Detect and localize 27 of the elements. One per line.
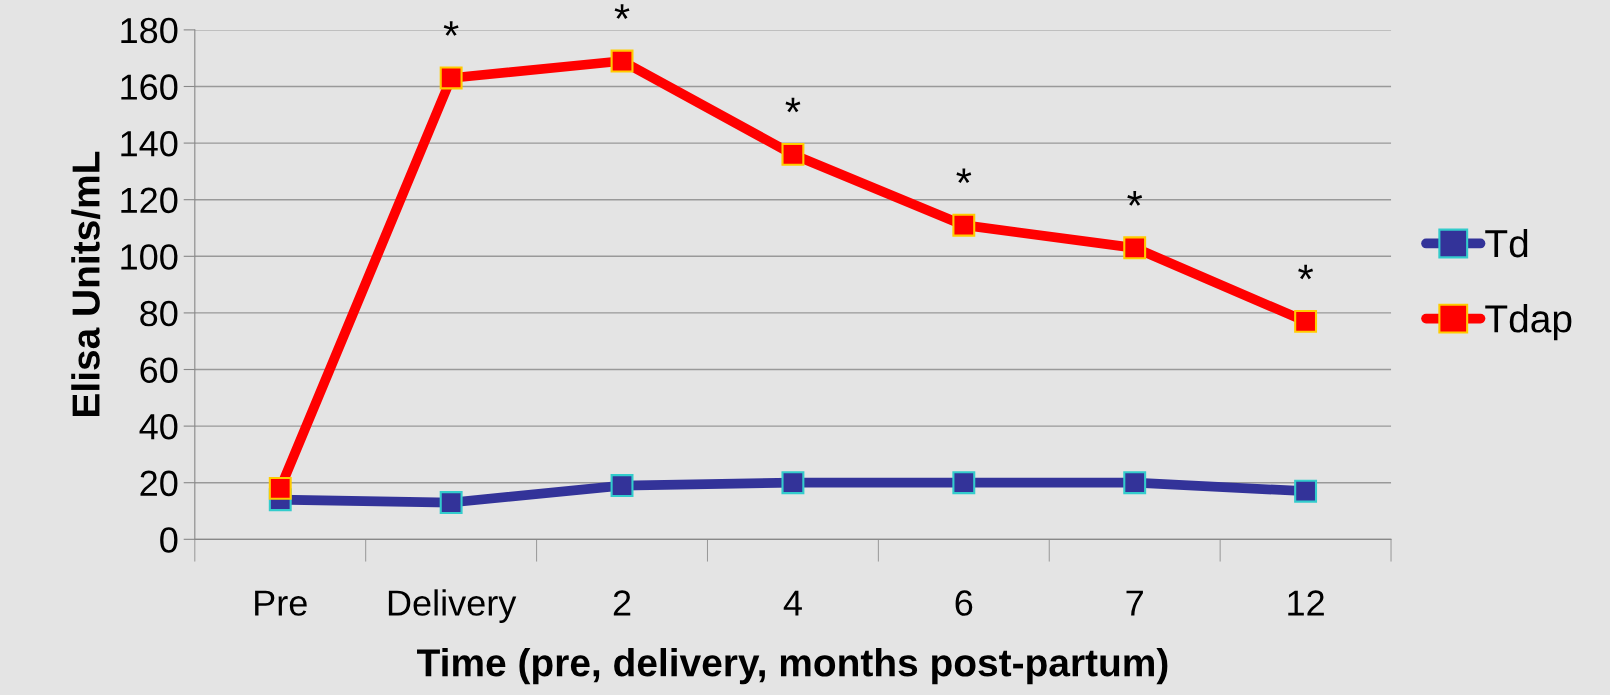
x-tick-label: 7 — [1126, 590, 1143, 616]
y-tick-label: 160 — [121, 74, 178, 100]
y-axis-title: Elisa Units/mL — [71, 151, 101, 416]
x-axis-title: Time (pre, delivery, months post-partum) — [417, 647, 1168, 685]
legend-label: Td — [1485, 228, 1528, 258]
y-tick-label: 40 — [139, 413, 178, 440]
annotation: * — [1298, 264, 1314, 280]
annotation: * — [956, 168, 972, 184]
annotation: * — [443, 21, 459, 36]
x-tick-label: 12 — [1288, 590, 1324, 616]
legend-label: Tdap — [1485, 304, 1572, 341]
annotation: * — [785, 97, 801, 113]
y-tick-label: 140 — [121, 130, 178, 157]
x-tick-label: 2 — [613, 590, 631, 616]
y-tick-label: 20 — [140, 470, 178, 497]
x-tick-label: 6 — [955, 590, 973, 616]
annotation: * — [614, 4, 630, 19]
x-tick-label: 4 — [783, 590, 802, 616]
x-tick-label: Delivery — [388, 589, 517, 623]
y-tick-label: 100 — [121, 244, 178, 270]
annotation: * — [1127, 191, 1143, 206]
y-tick-label: 180 — [121, 17, 178, 44]
y-tick-label: 120 — [121, 187, 178, 214]
y-tick-label: 0 — [160, 527, 178, 553]
y-tick-label: 60 — [140, 357, 178, 383]
y-tick-label: 80 — [140, 300, 178, 327]
x-tick-label: Pre — [255, 590, 307, 616]
